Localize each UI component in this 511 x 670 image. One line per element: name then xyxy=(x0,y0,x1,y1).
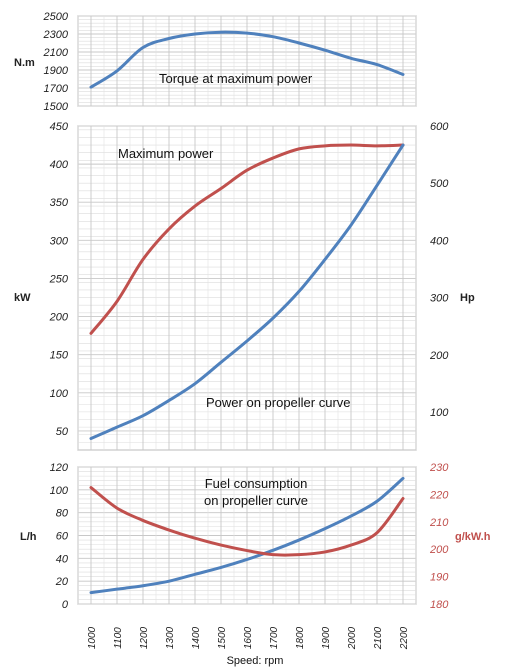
x-tick-label: 1800 xyxy=(295,626,306,649)
fuel-y-axis-label: L/h xyxy=(20,531,37,543)
y-tick-label: 50 xyxy=(56,426,69,438)
y-tick-label: 350 xyxy=(50,197,69,209)
y-tick-label: 2100 xyxy=(43,47,69,59)
propeller-power-annotation: Power on propeller curve xyxy=(206,395,351,410)
power-y2-axis-label: Hp xyxy=(460,292,475,304)
y-tick-label: 120 xyxy=(50,462,69,474)
y-tick-label: 450 xyxy=(50,121,69,133)
y2-tick-label: 230 xyxy=(429,462,449,474)
x-tick-label: 1700 xyxy=(269,626,280,649)
y-tick-label: 150 xyxy=(50,350,69,362)
torque-y-axis-label: N.m xyxy=(14,57,35,69)
y-tick-label: 200 xyxy=(49,312,69,324)
y-tick-label: 20 xyxy=(55,576,69,588)
y-tick-label: 60 xyxy=(56,531,69,543)
y2-tick-label: 220 xyxy=(429,489,449,501)
x-tick-label: 1100 xyxy=(113,627,124,649)
x-tick-label: 1900 xyxy=(321,626,332,649)
y-tick-label: 100 xyxy=(50,388,69,400)
y-tick-label: 1700 xyxy=(44,83,69,95)
y2-tick-label: 500 xyxy=(430,178,449,190)
y2-tick-label: 100 xyxy=(430,407,449,419)
x-tick-label: 1400 xyxy=(191,626,202,649)
y2-tick-label: 300 xyxy=(430,293,449,305)
y-tick-label: 2500 xyxy=(43,11,69,23)
x-tick-label: 2200 xyxy=(399,626,410,650)
x-axis-label: Speed: rpm xyxy=(227,655,284,667)
fuel-y2-axis-label: g/kW.h xyxy=(455,531,491,543)
x-tick-label: 1300 xyxy=(165,626,176,649)
y-tick-label: 1500 xyxy=(44,101,69,113)
x-tick-label: 2000 xyxy=(347,626,358,650)
fuel-annotation-line-2: on propeller curve xyxy=(204,493,308,508)
max-power-annotation: Maximum power xyxy=(118,146,214,161)
x-tick-label: 1600 xyxy=(243,626,254,649)
power-y-axis-label: kW xyxy=(14,292,31,304)
y2-tick-label: 210 xyxy=(429,517,449,529)
y2-tick-label: 200 xyxy=(429,350,449,362)
y-tick-label: 0 xyxy=(62,599,69,611)
torque-annotation: Torque at maximum power xyxy=(159,71,313,86)
y2-tick-label: 180 xyxy=(430,599,449,611)
y-tick-label: 80 xyxy=(56,508,69,520)
fuel-annotation-line-1: Fuel consumption xyxy=(205,476,308,491)
label-layer: N.m Torque at maximum power kW Hp Maximu… xyxy=(14,11,491,667)
x-tick-label: 1500 xyxy=(217,626,228,649)
y-tick-label: 250 xyxy=(49,273,69,285)
y2-tick-label: 400 xyxy=(430,235,449,247)
y-tick-label: 2300 xyxy=(43,29,69,41)
y2-tick-label: 200 xyxy=(429,544,449,556)
y-tick-label: 40 xyxy=(56,553,69,565)
y-tick-label: 400 xyxy=(50,159,69,171)
y2-tick-label: 190 xyxy=(430,572,449,584)
y-tick-label: 100 xyxy=(50,485,69,497)
y-tick-label: 1900 xyxy=(44,65,69,77)
grid-layer xyxy=(77,15,417,605)
x-tick-label: 1200 xyxy=(139,626,150,649)
x-tick-label: 2100 xyxy=(373,626,384,650)
x-tick-label: 1000 xyxy=(87,626,98,649)
series-layer xyxy=(89,30,405,595)
y-tick-label: 300 xyxy=(50,235,69,247)
y2-tick-label: 600 xyxy=(430,121,449,133)
